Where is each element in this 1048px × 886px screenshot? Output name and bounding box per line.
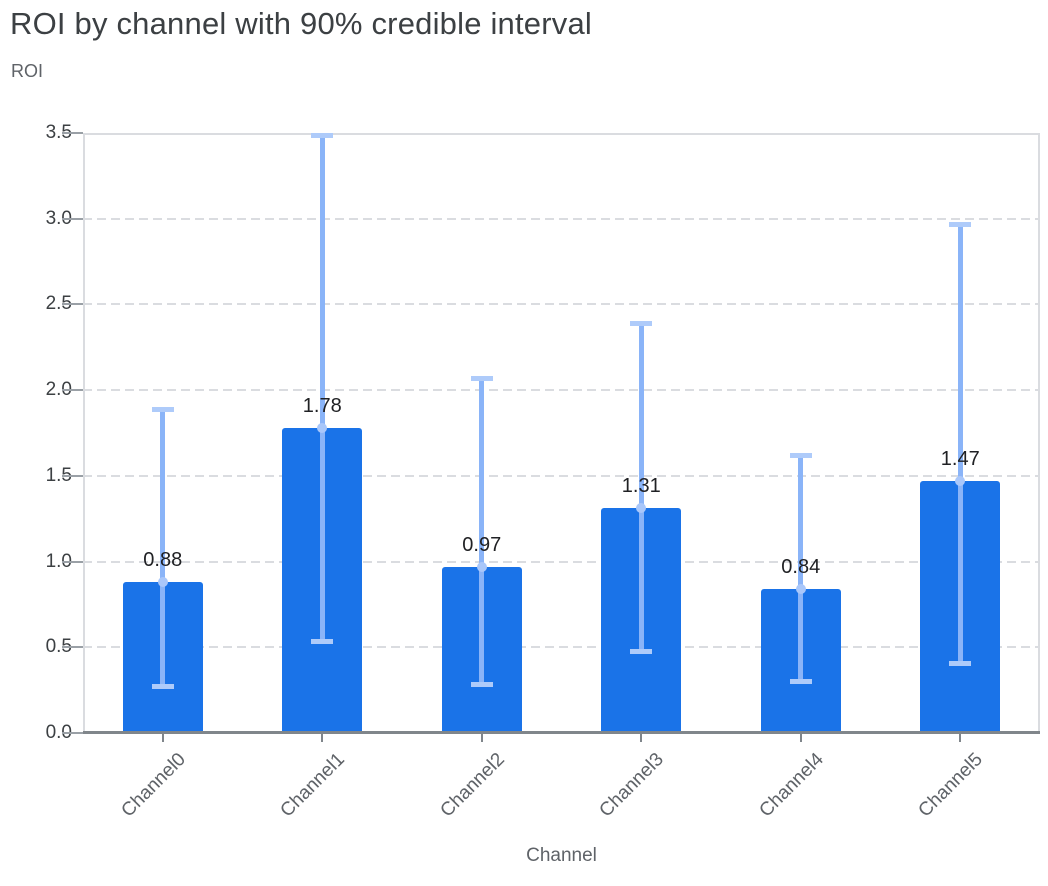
y-tick-label: 3.5: [45, 122, 72, 143]
error-bar-cap-bottom: [470, 682, 493, 687]
y-axis-tick-marks: [62, 132, 83, 734]
chart-title: ROI by channel with 90% credible interva…: [10, 6, 592, 41]
gridline: [83, 389, 1040, 392]
gridline: [83, 303, 1040, 306]
error-bar-cap-top: [630, 321, 653, 327]
error-bar-line: [479, 378, 485, 685]
y-tick-mark: [62, 646, 83, 649]
bar-value-label: 0.84: [781, 556, 821, 578]
x-tick-label: Channel3: [595, 749, 669, 822]
gridline: [83, 560, 1040, 563]
error-bar-cap-bottom: [311, 639, 334, 645]
error-bar-line: [638, 323, 644, 653]
error-bar-cap-bottom: [630, 649, 653, 655]
plot-border-left: [83, 133, 85, 733]
x-axis-title: Channel: [526, 845, 597, 866]
error-bar-line: [160, 409, 166, 687]
bar-value-label: 1.47: [940, 448, 980, 470]
y-axis-title: ROI: [11, 61, 44, 81]
x-tick-mark: [959, 733, 962, 742]
y-tick-label: 2.0: [45, 379, 72, 401]
error-bar-line: [957, 223, 963, 665]
error-bar-cap-top: [789, 453, 812, 459]
x-tick-mark: [161, 733, 164, 742]
error-bar-cap-bottom: [151, 683, 174, 689]
gridline: [83, 646, 1040, 649]
y-tick-mark: [62, 389, 83, 392]
bar-value-label: 1.78: [302, 394, 342, 417]
error-bar-cap-top: [949, 221, 972, 227]
x-tick-label: Channel5: [914, 749, 988, 822]
x-axis-tick-labels: Channel0 Channel1 Channel2 Channel3 Channel4…: [83, 747, 1040, 837]
error-bar-mean-marker: [636, 503, 647, 514]
y-tick-label: 0.0: [45, 722, 72, 743]
x-tick-label: Channel2: [436, 749, 509, 822]
gridline: [83, 217, 1040, 220]
y-tick-mark: [62, 732, 83, 734]
error-bar-cap-bottom: [949, 661, 972, 667]
plot-area: 0.88 1.78 0.97 1.31 0.84 1.47: [83, 132, 1040, 742]
bar-value-label: 1.31: [621, 475, 661, 498]
error-bar-line: [798, 455, 804, 682]
plot-border-right: [1038, 133, 1040, 733]
error-bar-line: [319, 134, 325, 643]
gridline: [83, 474, 1040, 477]
error-bar-cap-bottom: [789, 678, 812, 684]
x-tick-mark: [799, 733, 802, 742]
y-tick-label: 2.5: [45, 293, 72, 315]
bar-value-label: 0.88: [143, 549, 183, 572]
error-bar-cap-top: [470, 376, 493, 382]
y-tick-label: 3.0: [45, 207, 72, 229]
x-tick-mark: [321, 733, 324, 742]
error-bar-cap-top: [151, 407, 174, 412]
error-bar-mean-marker: [476, 561, 487, 572]
y-axis-tick-labels: 0.0 0.5 1.0 1.5 2.0 2.5 3.0 3.5: [0, 122, 72, 743]
error-bar-mean-marker: [955, 476, 966, 486]
y-tick-mark: [62, 303, 83, 306]
y-tick-mark: [62, 474, 83, 477]
y-tick-label: 0.5: [45, 636, 72, 658]
error-bar-mean-marker: [317, 422, 328, 433]
x-tick-mark: [480, 733, 483, 742]
x-tick-label: Channel0: [117, 749, 190, 822]
x-tick-mark: [640, 733, 643, 742]
error-bar-mean-marker: [157, 577, 168, 588]
y-tick-label: 1.0: [45, 550, 72, 572]
x-tick-label: Channel1: [276, 749, 350, 822]
error-bar-cap-top: [311, 132, 334, 138]
error-bar-mean-marker: [795, 584, 806, 594]
bar-value-label: 0.97: [462, 533, 502, 556]
x-tick-label: Channel4: [755, 749, 828, 822]
y-tick-mark: [62, 132, 83, 134]
x-axis-line: [83, 731, 1040, 734]
y-tick-mark: [62, 560, 83, 563]
plot-border-top: [83, 133, 1040, 135]
y-tick-label: 1.5: [45, 464, 72, 486]
y-tick-mark: [62, 217, 83, 220]
